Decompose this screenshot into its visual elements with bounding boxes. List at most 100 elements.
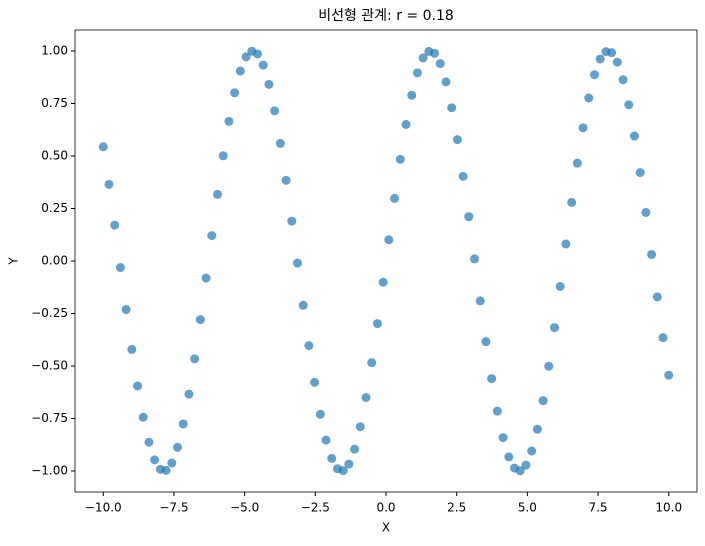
y-tick-label: 0.75 bbox=[41, 96, 68, 110]
point bbox=[253, 49, 263, 59]
point bbox=[281, 175, 291, 185]
point bbox=[127, 344, 137, 354]
point bbox=[321, 435, 331, 445]
point bbox=[401, 120, 411, 129]
point bbox=[647, 249, 657, 259]
point bbox=[144, 437, 154, 447]
point bbox=[304, 341, 314, 351]
point bbox=[544, 361, 554, 371]
point bbox=[378, 277, 388, 287]
point bbox=[475, 296, 485, 306]
point bbox=[270, 106, 280, 116]
y-tick-label: −1.00 bbox=[31, 464, 68, 478]
point bbox=[407, 90, 417, 100]
x-tick-label: −7.5 bbox=[159, 501, 188, 515]
point bbox=[355, 422, 365, 432]
point bbox=[133, 381, 143, 391]
point bbox=[430, 48, 440, 58]
point bbox=[298, 300, 308, 310]
point bbox=[624, 100, 634, 110]
point bbox=[350, 444, 360, 454]
point bbox=[538, 396, 548, 406]
point bbox=[292, 258, 302, 268]
point bbox=[384, 235, 394, 245]
y-axis-label: Y bbox=[7, 257, 21, 266]
point bbox=[212, 189, 222, 199]
point bbox=[224, 116, 234, 126]
point bbox=[230, 88, 240, 98]
point bbox=[235, 66, 245, 76]
point bbox=[110, 220, 120, 230]
point bbox=[98, 142, 108, 152]
x-tick-label: 2.5 bbox=[447, 501, 466, 515]
y-tick-label: 0.50 bbox=[41, 149, 68, 163]
point bbox=[338, 466, 348, 476]
x-tick-label: 0.0 bbox=[376, 501, 395, 515]
point bbox=[629, 131, 639, 141]
point bbox=[470, 254, 480, 264]
point bbox=[344, 459, 354, 469]
point bbox=[527, 446, 537, 456]
point bbox=[395, 154, 405, 164]
point bbox=[258, 60, 268, 70]
point bbox=[115, 263, 125, 273]
point bbox=[550, 323, 560, 333]
point bbox=[435, 59, 445, 69]
y-tick-label: −0.50 bbox=[31, 359, 68, 373]
point bbox=[555, 281, 565, 291]
point bbox=[173, 442, 183, 452]
point bbox=[138, 412, 148, 422]
point bbox=[241, 52, 251, 62]
x-tick-label: 10.0 bbox=[655, 501, 682, 515]
point bbox=[561, 239, 571, 249]
point bbox=[184, 389, 194, 399]
y-tick-label: 0.00 bbox=[41, 254, 68, 268]
point bbox=[584, 93, 594, 103]
point bbox=[218, 151, 228, 161]
point bbox=[515, 466, 525, 476]
point bbox=[315, 409, 325, 419]
point bbox=[464, 212, 474, 222]
point bbox=[618, 75, 628, 85]
point bbox=[481, 337, 491, 347]
point bbox=[287, 216, 297, 226]
point bbox=[190, 354, 200, 364]
point bbox=[498, 433, 508, 443]
chart-title: 비선형 관계: r = 0.18 bbox=[318, 8, 454, 24]
point bbox=[567, 197, 577, 207]
point bbox=[178, 419, 188, 429]
point bbox=[361, 393, 371, 402]
point bbox=[521, 460, 531, 470]
point bbox=[658, 333, 668, 343]
y-tick-label: 1.00 bbox=[41, 44, 68, 58]
point bbox=[578, 123, 588, 133]
y-tick-label: 0.25 bbox=[41, 201, 68, 215]
point bbox=[310, 377, 320, 387]
point bbox=[264, 79, 274, 89]
point bbox=[635, 168, 645, 178]
point bbox=[612, 57, 622, 67]
point bbox=[390, 193, 400, 203]
point bbox=[652, 292, 662, 302]
point bbox=[207, 231, 217, 241]
point bbox=[441, 77, 451, 87]
point bbox=[275, 138, 285, 148]
point bbox=[452, 135, 462, 145]
x-tick-label: 7.5 bbox=[588, 501, 607, 515]
point bbox=[487, 374, 497, 384]
point bbox=[572, 158, 582, 168]
point bbox=[327, 453, 337, 463]
point bbox=[641, 207, 651, 217]
plot-frame bbox=[74, 29, 698, 493]
point bbox=[418, 53, 428, 63]
point bbox=[607, 48, 617, 58]
point bbox=[504, 452, 514, 462]
point bbox=[532, 424, 542, 434]
point bbox=[589, 70, 599, 80]
point bbox=[104, 179, 114, 189]
x-tick-label: −5.0 bbox=[230, 501, 259, 515]
point bbox=[367, 358, 377, 368]
x-tick-label: −10.0 bbox=[85, 501, 122, 515]
point bbox=[150, 455, 160, 465]
